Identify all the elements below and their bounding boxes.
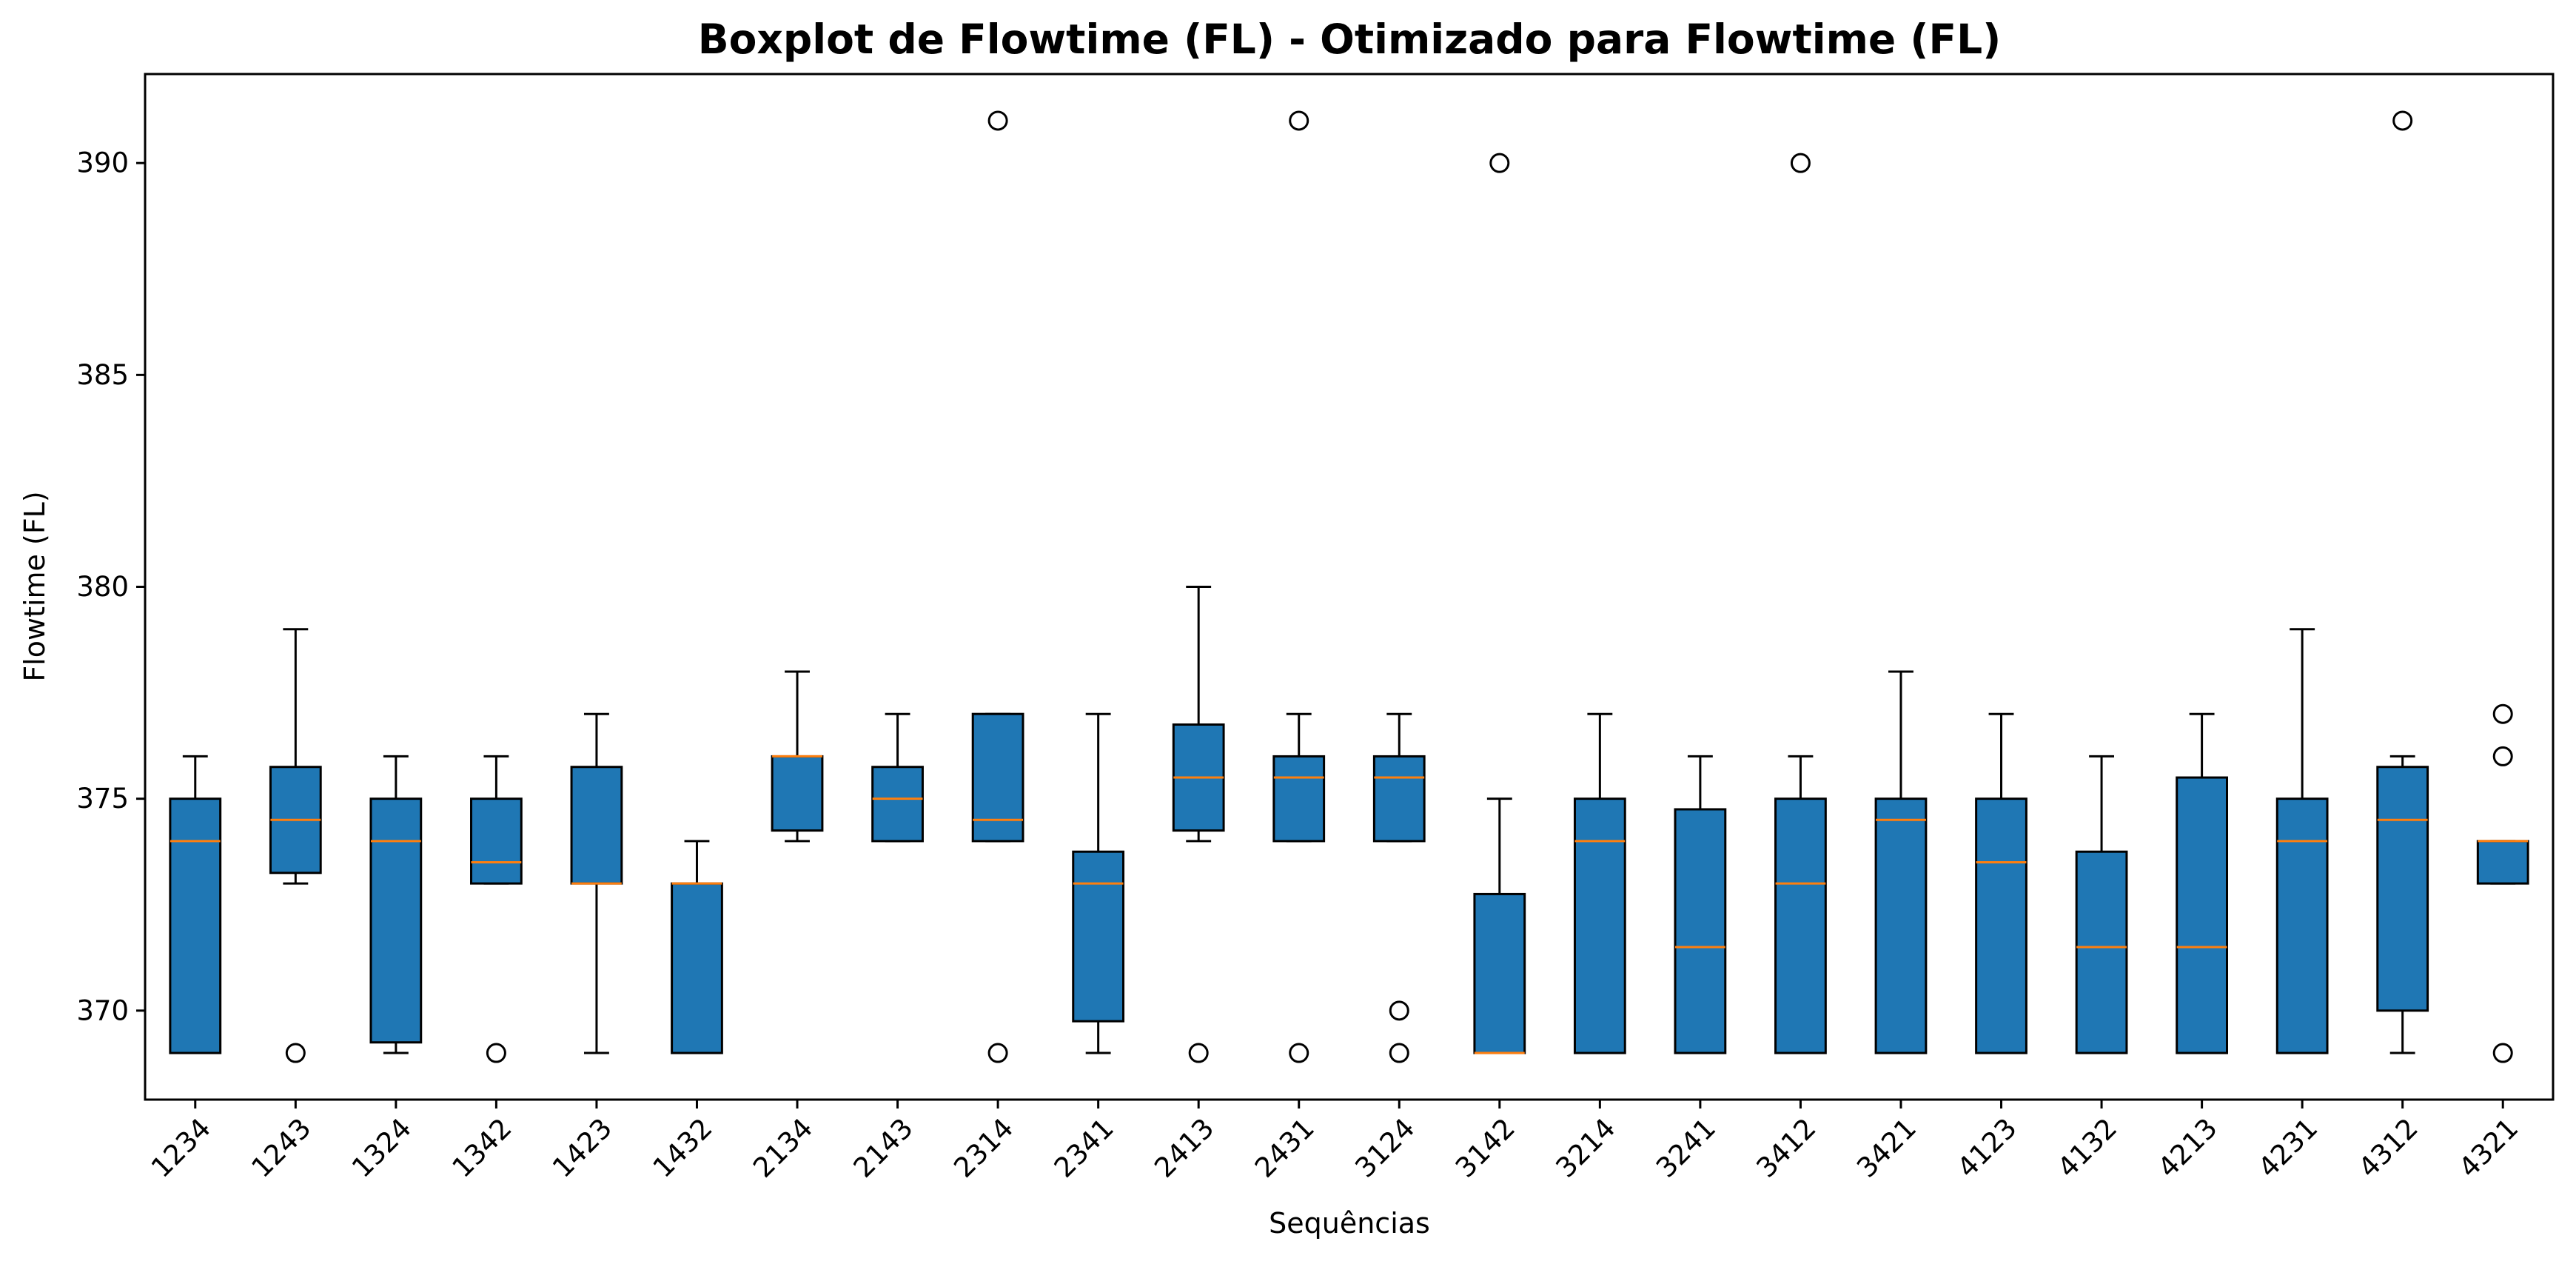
outlier-point <box>1289 1043 1309 1063</box>
box-1234 <box>169 755 222 1054</box>
outlier-point <box>2392 110 2413 131</box>
box-4321 <box>2476 703 2529 1063</box>
iqr-box <box>1874 797 1928 1054</box>
iqr-box <box>1774 797 1827 1054</box>
box-2134 <box>771 670 824 843</box>
x-tick-label: 1423 <box>546 1112 618 1184</box>
x-tick-label: 1324 <box>346 1112 417 1184</box>
y-tick-label: 380 <box>76 571 129 603</box>
iqr-box <box>2176 776 2228 1054</box>
iqr-box <box>971 712 1024 843</box>
x-tick-label: 4321 <box>2452 1112 2524 1184</box>
plot-area <box>169 110 2529 1063</box>
x-tick-label: 4213 <box>2152 1112 2224 1184</box>
x-tick-label: 4123 <box>1951 1112 2023 1184</box>
box-2143 <box>871 712 924 843</box>
y-tick-label: 385 <box>76 359 129 391</box>
x-tick-label: 3412 <box>1751 1112 1822 1184</box>
box-4213 <box>2176 712 2228 1054</box>
iqr-box <box>1975 797 2027 1054</box>
x-tick-label: 3421 <box>1851 1112 1922 1184</box>
x-tick-label: 1342 <box>446 1112 518 1184</box>
iqr-box <box>1573 797 1626 1054</box>
x-tick-label: 3142 <box>1449 1112 1521 1184</box>
box-3124 <box>1372 712 1426 1063</box>
x-tick-label: 2341 <box>1048 1112 1120 1184</box>
box-4132 <box>2075 755 2128 1054</box>
y-tick-label: 375 <box>76 783 129 815</box>
box-1342 <box>470 755 523 1063</box>
x-tick-label: 2314 <box>947 1112 1019 1184</box>
outlier-point <box>1489 153 1510 173</box>
outlier-point <box>987 1043 1008 1063</box>
outlier-point <box>285 1043 306 1063</box>
outlier-point <box>1389 1000 1409 1021</box>
box-4123 <box>1975 712 2027 1054</box>
x-axis: 1234 1243 1324 1342 1423 1432 2134 2143 2314 2341… <box>145 1100 2524 1184</box>
box-3421 <box>1874 670 1928 1054</box>
iqr-box <box>771 755 824 832</box>
outlier-point <box>486 1043 506 1063</box>
x-tick-label: 4231 <box>2252 1112 2324 1184</box>
x-tick-label: 2413 <box>1148 1112 1220 1184</box>
box-3142 <box>1473 153 1526 1054</box>
box-1432 <box>671 840 723 1054</box>
iqr-box <box>169 797 222 1054</box>
outlier-point <box>1790 153 1811 173</box>
outlier-point <box>2492 703 2513 724</box>
x-tick-label: 3241 <box>1650 1112 1722 1184</box>
iqr-box <box>369 797 423 1044</box>
x-tick-label: 1243 <box>246 1112 318 1184</box>
box-2314 <box>971 110 1024 1063</box>
outlier-point <box>2492 746 2513 766</box>
outlier-point <box>1188 1043 1209 1063</box>
iqr-box <box>1372 755 1426 843</box>
iqr-box <box>1473 892 1526 1054</box>
box-3214 <box>1573 712 1626 1054</box>
x-tick-label: 2431 <box>1249 1112 1321 1184</box>
box-2413 <box>1172 586 1225 1063</box>
x-tick-label: 3214 <box>1550 1112 1622 1184</box>
iqr-box <box>871 766 924 843</box>
box-2341 <box>1072 712 1125 1054</box>
x-tick-label: 2143 <box>848 1112 919 1184</box>
x-tick-label: 1432 <box>647 1112 719 1184</box>
chart-title: Boxplot de Flowtime (FL) - Otimizado par… <box>698 16 2002 63</box>
x-tick-label: 1234 <box>145 1112 217 1184</box>
outlier-point <box>1289 110 1309 131</box>
x-axis-label: Sequências <box>1269 1207 1430 1240</box>
box-1324 <box>369 755 423 1054</box>
box-1423 <box>570 712 623 1054</box>
y-tick-label: 370 <box>76 994 129 1026</box>
x-tick-label: 2134 <box>747 1112 819 1184</box>
outlier-point <box>1389 1043 1409 1063</box>
x-tick-label: 3124 <box>1349 1112 1421 1184</box>
iqr-box <box>1272 755 1326 843</box>
y-axis: 370 375 380 385 390 <box>76 147 145 1026</box>
y-tick-label: 390 <box>76 147 129 179</box>
x-tick-label: 4312 <box>2352 1112 2424 1184</box>
iqr-box <box>470 797 523 885</box>
box-3412 <box>1774 153 1827 1054</box>
iqr-box <box>1072 850 1125 1023</box>
outlier-point <box>2492 1043 2513 1063</box>
iqr-box <box>2376 766 2429 1012</box>
box-1243 <box>269 628 322 1063</box>
iqr-box <box>2075 850 2128 1054</box>
box-2431 <box>1272 110 1326 1063</box>
box-4231 <box>2275 628 2329 1054</box>
iqr-box <box>671 882 723 1054</box>
iqr-box <box>1674 808 1727 1054</box>
iqr-box <box>2476 840 2529 885</box>
iqr-box <box>570 766 623 885</box>
x-tick-label: 4132 <box>2051 1112 2123 1184</box>
box-4312 <box>2376 110 2429 1054</box>
box-3241 <box>1674 755 1727 1054</box>
iqr-box <box>2275 797 2329 1054</box>
outlier-point <box>987 110 1008 131</box>
y-axis-label: Flowtime (FL) <box>19 491 51 681</box>
